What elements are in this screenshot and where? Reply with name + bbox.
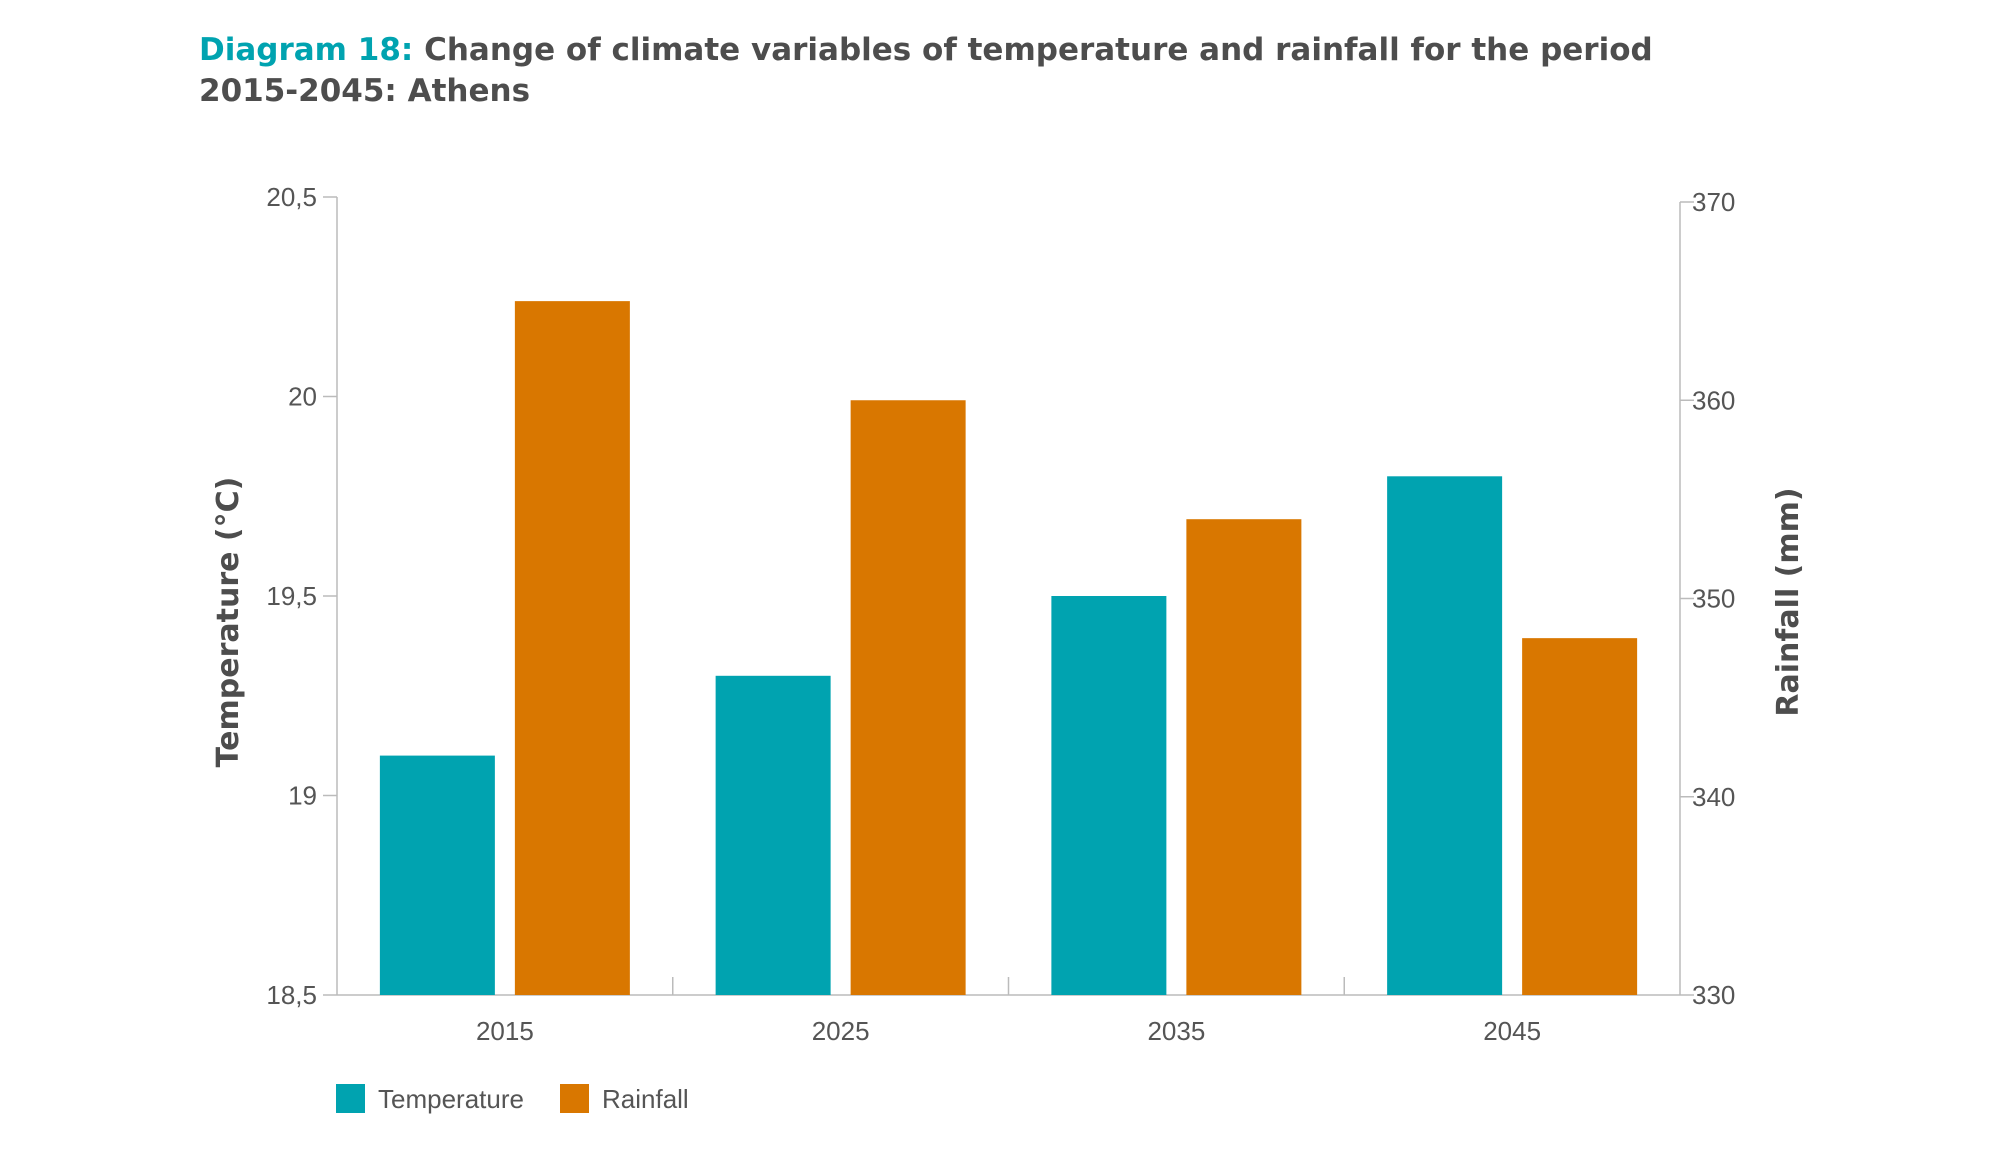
x-tick-label: 2015 (476, 1016, 534, 1046)
bar-rainfall-2035 (1186, 519, 1302, 995)
bar-temperature-2045 (1387, 476, 1503, 995)
x-tick-label: 2025 (812, 1016, 870, 1046)
bar-temperature-2025 (715, 675, 831, 995)
y-tick-label: 19 (288, 781, 317, 811)
bar-rainfall-2015 (514, 301, 630, 995)
y2-axis-title: Rainfall (mm) (1771, 487, 1806, 716)
bar-temperature-2015 (379, 755, 495, 995)
legend: Temperature Rainfall (336, 1084, 689, 1114)
tick-labels: 18,5 19 19,5 20 20,5 330 340 350 360 370 2015 2025 2… (266, 182, 1735, 1046)
x-tick-label: 2035 (1147, 1016, 1205, 1046)
chart-title: Diagram 18: Change of climate variables … (199, 30, 1899, 112)
bar-temperature-2035 (1051, 596, 1167, 995)
x-tick-label: 2045 (1483, 1016, 1541, 1046)
y2-tick-label: 350 (1692, 584, 1735, 614)
y2-tick-label: 340 (1692, 782, 1735, 812)
legend-label-rainfall: Rainfall (602, 1084, 689, 1114)
bars (379, 301, 1638, 995)
bar-rainfall-2025 (850, 400, 966, 995)
y2-tick-label: 360 (1692, 385, 1735, 415)
y2-tick-label: 370 (1692, 187, 1735, 217)
title-lead: Diagram 18: (199, 32, 414, 68)
y-tick-label: 20 (288, 382, 317, 412)
legend-swatch-rainfall (560, 1084, 589, 1113)
y2-tick-label: 330 (1692, 980, 1735, 1010)
y-tick-label: 19,5 (266, 581, 317, 611)
title-line2: 2015-2045: Athens (199, 73, 531, 109)
title-line1: Change of climate variables of temperatu… (424, 32, 1653, 68)
legend-swatch-temperature (336, 1084, 365, 1113)
y-tick-label: 20,5 (266, 182, 317, 212)
bar-rainfall-2045 (1522, 638, 1638, 995)
legend-label-temperature: Temperature (378, 1084, 524, 1114)
y-tick-label: 18,5 (266, 980, 317, 1010)
y-axis-title: Temperature (°C) (211, 477, 246, 768)
